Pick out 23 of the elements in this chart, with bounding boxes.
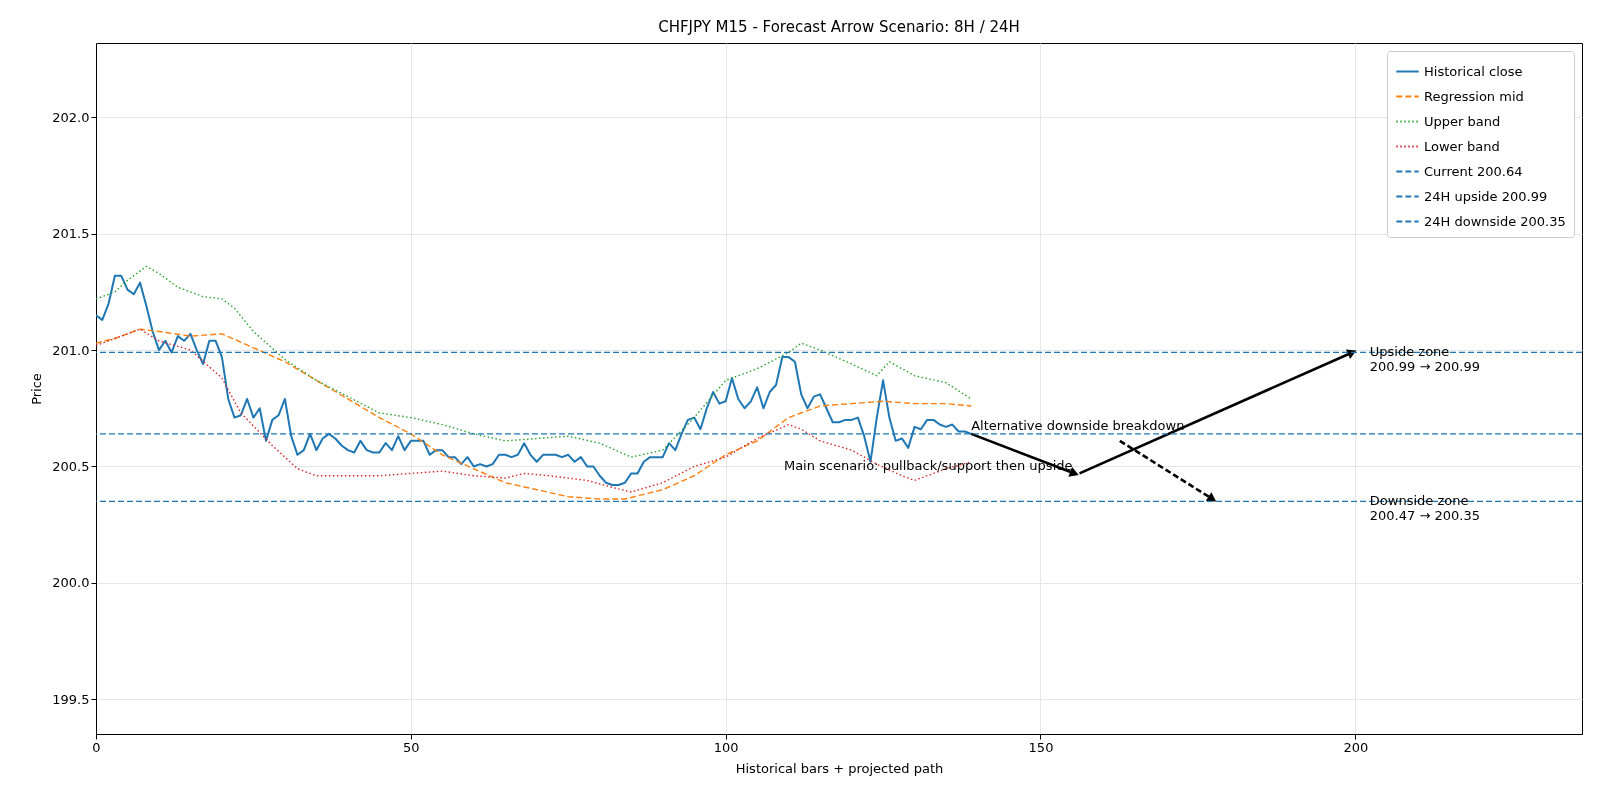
y-tick-label: 200.5 [52,458,90,474]
legend-label: Historical close [1424,63,1523,79]
x-tick-label: 0 [92,739,101,755]
y-tick-label: 199.5 [52,691,90,707]
y-tick-label: 201.5 [52,226,90,242]
y-tick-label: 202.0 [52,109,90,125]
legend-label: 24H downside 200.35 [1424,213,1566,229]
legend-label: Lower band [1424,138,1500,154]
y-tick-label: 200.0 [52,575,90,591]
chart-title: CHFJPY M15 - Forecast Arrow Scenario: 8H / 24H [658,18,1020,36]
y-axis-title: Price [29,373,45,405]
x-axis-title: Historical bars + projected path [735,760,944,776]
x-tick-label: 50 [403,739,420,755]
x-tick-label: 200 [1343,739,1369,755]
legend-label: Upper band [1424,113,1501,129]
legend-label: 24H upside 200.99 [1424,188,1548,204]
line-series [96,265,972,458]
annotation: Alternative downside breakdown [971,417,1185,433]
legend-label: Current 200.64 [1424,163,1523,179]
x-tick-label: 100 [713,739,739,755]
x-tick-label: 150 [1028,739,1054,755]
legend-label: Regression mid [1424,88,1524,104]
y-tick-label: 201.0 [52,342,90,358]
